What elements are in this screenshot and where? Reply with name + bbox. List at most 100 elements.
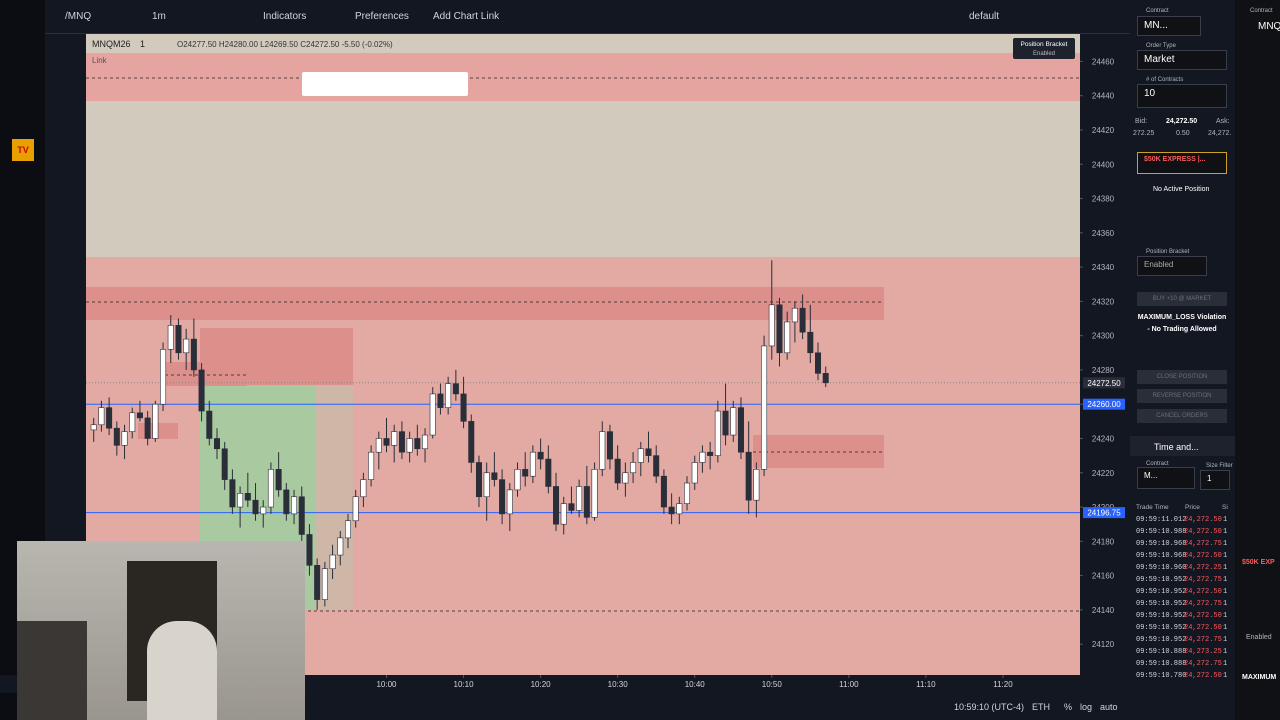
candle-body (776, 304, 783, 354)
ts-cell: 1 (1223, 516, 1228, 524)
contracts-input[interactable]: 10 (1137, 84, 1227, 108)
ts-title: Time and... (1154, 442, 1199, 452)
candle-body (136, 412, 143, 419)
close-button[interactable]: CLOSE POSITION (1137, 370, 1227, 384)
ts-cell: 1 (1223, 552, 1228, 560)
candle-body (637, 448, 644, 463)
y-tick-label: 24160 (1092, 572, 1115, 581)
candle-body (90, 424, 97, 431)
ts-contract[interactable]: M... (1137, 467, 1195, 489)
indicators[interactable]: Indicators (263, 11, 307, 22)
person (17, 621, 87, 720)
candle-body (645, 448, 652, 456)
label: Position Bracket (1146, 249, 1190, 255)
x-tick-label: 10:40 (685, 680, 706, 689)
legend-link[interactable]: Link (92, 56, 108, 65)
candle-body (576, 486, 583, 511)
ts-cell: 1 (1223, 624, 1228, 632)
y-tick-label: 24120 (1092, 640, 1115, 649)
ts-size[interactable]: 1 (1200, 470, 1230, 490)
interval[interactable]: 1m (152, 11, 166, 22)
label: Bid: (1135, 118, 1148, 125)
zone (753, 435, 884, 468)
percent[interactable]: % (1064, 702, 1073, 712)
ts-cell: 1 (1223, 672, 1228, 680)
candle-body (483, 472, 490, 498)
zone (86, 53, 1080, 101)
ts-cell: 1 (1223, 660, 1228, 668)
drawing-toolbar[interactable] (302, 72, 468, 96)
badge (1013, 38, 1075, 59)
label: # of Contracts (1146, 77, 1184, 83)
candle-body (545, 458, 552, 487)
side-violation: MAXIMUM (1242, 674, 1277, 681)
y-tick-label: 24360 (1092, 229, 1115, 238)
add-chart-link[interactable]: Add Chart Link (433, 11, 500, 22)
candle-body (406, 438, 413, 453)
ts-cell: 09:59:10.952 (1136, 588, 1187, 596)
order-type[interactable]: Market (1137, 50, 1227, 70)
candle-body (368, 451, 375, 480)
x-tick-label: 10:10 (454, 680, 475, 689)
candle-body (745, 451, 752, 501)
ts-cell: 24,272.75 (1184, 600, 1222, 608)
candle-body (129, 412, 136, 432)
buy-button[interactable]: BUY +10 @ MARKET (1137, 292, 1227, 306)
bracket-select[interactable]: Enabled (1137, 256, 1207, 276)
auto[interactable]: auto (1100, 702, 1118, 712)
candle-body (360, 479, 367, 498)
x-tick-label: 11:00 (839, 680, 859, 689)
candle-body (221, 448, 228, 480)
ts-cell: 1 (1223, 588, 1228, 596)
log[interactable]: log (1080, 702, 1093, 712)
symbol[interactable]: /MNQ (65, 11, 92, 22)
candle-body (383, 438, 390, 446)
tv-logo[interactable]: TV (12, 139, 34, 161)
layout[interactable]: default (969, 11, 1000, 22)
account-select[interactable]: $50K EXPRESS |... (1137, 152, 1227, 174)
cancel-button[interactable]: CANCEL ORDERS (1137, 409, 1227, 423)
y-tick-label: 24420 (1092, 126, 1115, 135)
ts-cell: 24,272.25 (1184, 564, 1222, 572)
ts-cell: 09:59:10.888 (1136, 660, 1187, 668)
candle-body (275, 469, 282, 491)
candle-body (414, 438, 421, 450)
y-tick-label: 24180 (1092, 537, 1115, 546)
candle-body (583, 486, 590, 518)
candle-body (714, 410, 721, 456)
candle-body (653, 455, 660, 477)
label: Size Filter (1206, 463, 1233, 469)
candle-body (337, 537, 344, 556)
legend-interval: 1 (140, 39, 145, 49)
candle-body (475, 462, 482, 498)
candle-body (452, 383, 459, 395)
candle-body (753, 469, 760, 501)
candle-body (113, 427, 120, 446)
candle-body (183, 338, 190, 354)
y-tick-label: 24300 (1092, 332, 1115, 341)
candle-body (460, 393, 467, 422)
preferences[interactable]: Preferences (355, 11, 409, 22)
candle-body (491, 472, 498, 480)
candle-body (237, 493, 244, 508)
zone (86, 287, 884, 320)
candle-body (160, 349, 167, 405)
reverse-button[interactable]: REVERSE POSITION (1137, 389, 1227, 403)
candle-body (722, 410, 729, 436)
candle-body (791, 307, 798, 323)
ts-header-cell: Si (1222, 504, 1228, 511)
ts-cell: 24,272.75 (1184, 540, 1222, 548)
ts-cell: 09:59:10.988 (1136, 528, 1187, 536)
candle-body (660, 475, 667, 508)
ts-cell: 24,272.50 (1184, 672, 1222, 680)
label: Contract (1250, 8, 1273, 14)
y-tick-label: 24280 (1092, 366, 1115, 375)
candle-body (676, 503, 683, 515)
session[interactable]: ETH (1032, 702, 1050, 712)
contract-select[interactable]: MN... (1137, 16, 1201, 36)
candle-body (198, 369, 205, 412)
candle-body (398, 431, 405, 453)
ts-cell: 09:59:10.952 (1136, 612, 1187, 620)
candle-body (144, 417, 151, 439)
